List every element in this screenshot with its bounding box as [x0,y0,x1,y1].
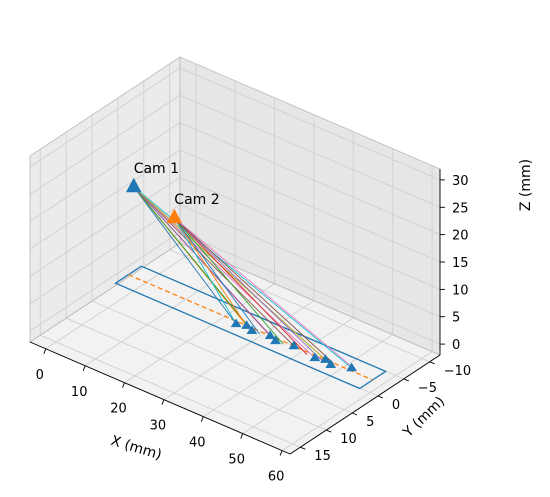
grid-line [179,67,441,181]
grid-line [29,122,181,222]
y-tick-mark [300,446,306,450]
z-tick-label: 0 [452,338,460,353]
y-tick-mark [326,429,332,433]
camera-label: Cam 1 [134,161,179,177]
camera-marker [125,177,142,193]
x-tick-label: 50 [228,453,245,468]
y-tick-label: 10 [340,432,357,447]
y-tick-mark [351,412,358,416]
y-axis-line [289,354,441,455]
grid-line [179,231,441,345]
target-marker [319,354,331,363]
cam2-ray [174,217,356,371]
grid-line [179,176,441,290]
floor-pane [30,243,440,454]
cam2-ray [173,217,324,362]
cam2-ray [173,217,334,364]
x-tick-label: 20 [110,402,127,417]
z-tick-label: 15 [452,256,469,271]
target-marker [270,335,281,345]
y-tick-mark [403,378,409,382]
target-marker [241,320,253,329]
x-axis-line [29,341,291,455]
x-tick-mark [122,382,125,388]
x-tick-mark [279,450,283,456]
grid-lines [29,63,441,451]
target-marker [325,359,337,368]
cam2-ray [173,217,261,335]
grid-line [281,351,433,451]
x-tick-label: 60 [268,470,285,485]
y-tick-label: −10 [444,364,471,379]
y-tick-label: −5 [418,381,437,396]
x-tick-mark [82,365,86,371]
cam1-ray [133,186,253,331]
grid-line [29,94,181,195]
target-marker [230,318,242,328]
x-tick-label: 0 [36,368,44,383]
grid-line [169,249,430,363]
z-tick-label: 30 [452,174,469,189]
grid-line [29,67,181,168]
plane-outline [114,265,387,390]
cam2-ray [173,217,247,326]
y-axis-label: Y (mm) [400,394,449,442]
x-tick-mark [161,399,165,405]
grid-line [179,94,441,208]
cam1-ray [133,186,316,359]
target-marker [346,362,358,372]
target-marker [246,325,258,334]
x-tick-label: 10 [71,385,88,400]
target-marker [309,352,321,362]
grid-line [163,300,315,401]
grid-line [242,334,393,434]
y-tick-mark [377,395,384,399]
plot-content: Cam 1 Cam 2 [114,161,387,390]
grid-line [29,231,181,332]
z-tick-label: 10 [452,283,469,298]
grid-line [66,317,327,431]
grid-line [29,177,181,277]
x-tick-mark [43,348,47,354]
cam1-ray [133,186,237,325]
grid-line [124,283,275,384]
x-tick-label: 30 [150,419,167,434]
x-tick-mark [200,416,204,422]
x-tick-label: 40 [189,436,206,451]
camera-marker [166,208,183,224]
z-axis-label: Z (mm) [518,159,534,211]
grid-line [179,204,441,318]
z-tick-label: 20 [452,229,469,244]
tick-labels: 0 10 20 30 40 50 60 −10 −5 0 5 10 15 0 5 10 15 20 25 30 [36,174,471,485]
x-axis-label: X (mm) [109,433,164,464]
cam1-ray [133,186,332,366]
grid-line [29,204,181,305]
cam1-ray [133,186,276,342]
target-marker [288,340,300,350]
cam2-ray [173,217,237,325]
target-marker [264,330,276,340]
cam1-ray [133,186,295,347]
grid-line [45,249,197,350]
grid-line [203,317,354,418]
grid-line [179,149,441,263]
cam2-ray [173,217,284,345]
grid-line [84,266,236,367]
z-tick-label: 25 [452,201,469,216]
y-tick-label: 5 [366,415,374,430]
z-tick-label: 5 [452,311,460,326]
y-tick-mark [429,361,435,365]
cam2-ray [173,217,308,355]
grid-line [179,122,441,236]
camera-label: Cam 2 [174,192,219,208]
grid-line [40,334,301,448]
x-tick-mark [240,433,244,439]
y-tick-label: 15 [314,449,331,464]
grid-line [29,149,181,250]
y-tick-label: 0 [392,398,400,413]
grid-line [91,300,353,414]
